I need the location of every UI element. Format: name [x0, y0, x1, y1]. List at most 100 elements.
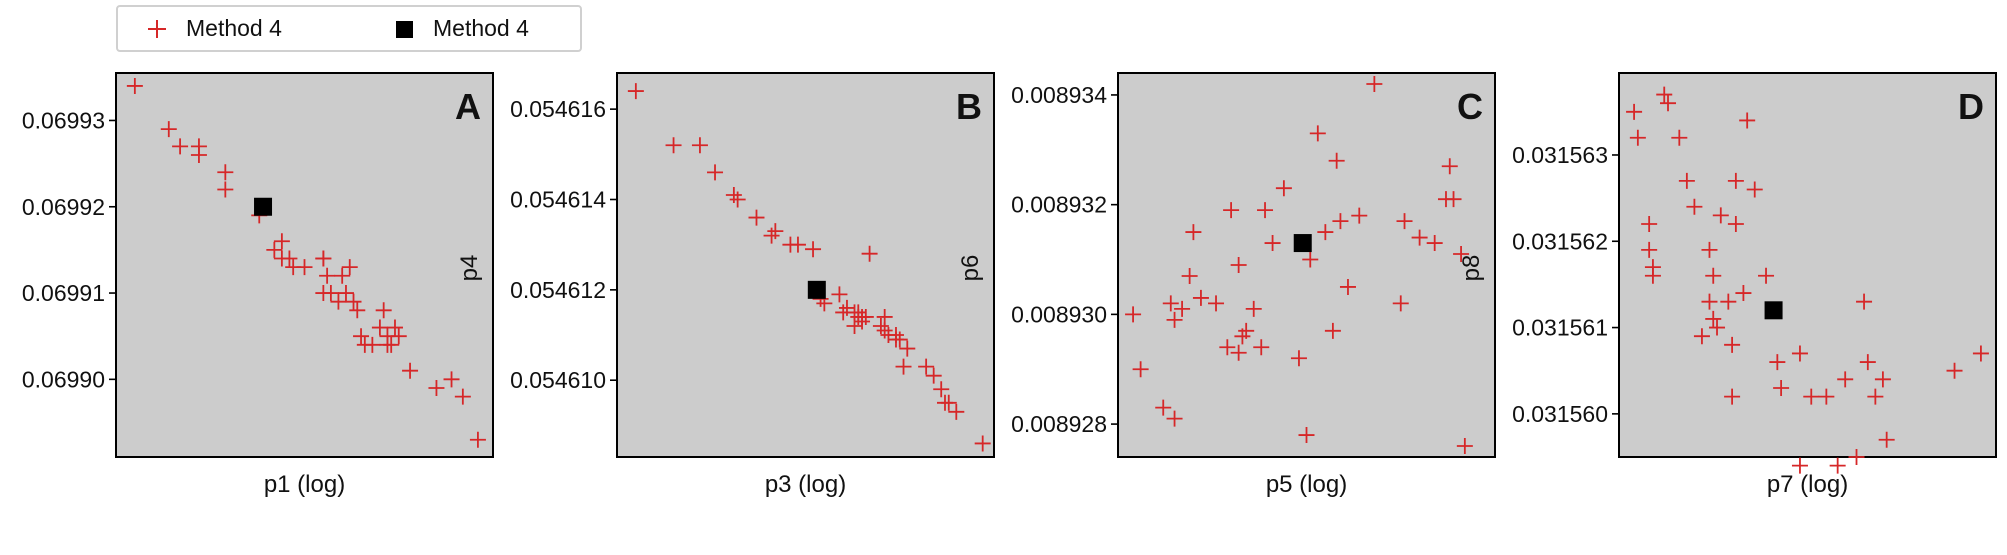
data-point — [1724, 388, 1741, 405]
data-point — [217, 164, 234, 181]
data-point — [1426, 235, 1443, 252]
reference-point — [1764, 301, 1783, 320]
data-point — [1859, 354, 1876, 371]
y-tick-label: 0.054610 — [510, 367, 606, 393]
data-point — [1644, 267, 1661, 284]
data-point — [375, 302, 392, 319]
legend: Method 4 Method 4 — [116, 5, 582, 52]
data-point — [887, 327, 904, 344]
data-point — [1166, 410, 1183, 427]
data-point — [1181, 267, 1198, 284]
y-tick-label: 0.031561 — [1512, 315, 1608, 341]
data-point — [1735, 285, 1752, 302]
data-point — [266, 241, 283, 258]
data-point — [1641, 216, 1658, 233]
data-point — [1125, 306, 1142, 323]
data-point — [1290, 350, 1307, 367]
data-point — [1309, 125, 1326, 142]
data-point — [1155, 399, 1172, 416]
panel-a: 0.06990 0.06991 0.06992 0.06993 Ap1 (log) — [22, 72, 494, 498]
data-point — [273, 250, 290, 267]
data-point — [1946, 362, 1963, 379]
data-point — [1705, 310, 1722, 327]
y-tick-label: 0.06990 — [22, 366, 105, 392]
data-point — [1678, 172, 1695, 189]
data-point — [707, 164, 724, 181]
data-point — [1298, 427, 1315, 444]
data-point — [1185, 224, 1202, 241]
panel-label: A — [455, 86, 481, 127]
data-point — [341, 259, 358, 276]
y-tick-label: 0.031560 — [1512, 401, 1608, 427]
reference-point — [254, 197, 273, 216]
data-point — [383, 336, 400, 353]
data-point — [1351, 207, 1368, 224]
plus-marker-icon — [146, 18, 168, 40]
data-point — [1671, 129, 1688, 146]
data-point — [1441, 158, 1458, 175]
data-point — [1867, 388, 1884, 405]
y-tick-label: 0.031562 — [1512, 228, 1608, 254]
y-tick-label: 0.008934 — [1011, 82, 1107, 108]
data-point — [1701, 293, 1718, 310]
legend-label: Method 4 — [433, 15, 529, 41]
data-point — [1324, 322, 1341, 339]
x-axis-label: p1 (log) — [264, 471, 345, 498]
legend-item-plus: Method 4 — [146, 7, 282, 50]
data-point — [1332, 213, 1349, 230]
legend-label: Method 4 — [186, 15, 282, 41]
data-point — [345, 293, 362, 310]
data-point — [918, 358, 935, 375]
data-point — [1396, 213, 1413, 230]
data-point — [1769, 354, 1786, 371]
data-point — [1746, 181, 1763, 198]
data-point — [1174, 300, 1191, 317]
data-point — [789, 236, 806, 253]
data-point — [402, 362, 419, 379]
panel-d: 0.031560 0.031561 0.031562 0.031563 Dp7 (log… — [1458, 72, 1997, 498]
y-tick-label: 0.06993 — [22, 107, 105, 133]
data-point — [1166, 311, 1183, 328]
legend-item-square: Method 4 — [393, 7, 529, 50]
data-point — [1656, 86, 1673, 103]
panel-label: B — [956, 86, 982, 127]
data-point — [1720, 293, 1737, 310]
y-tick-label: 0.008932 — [1011, 192, 1107, 218]
data-point — [1641, 241, 1658, 258]
data-point — [1972, 345, 1989, 362]
data-point — [895, 358, 912, 375]
data-point — [1874, 371, 1891, 388]
data-point — [1302, 251, 1319, 268]
data-point — [1245, 300, 1262, 317]
data-point — [1727, 216, 1744, 233]
data-point — [933, 381, 950, 398]
data-point — [172, 138, 189, 155]
data-point — [1856, 293, 1873, 310]
data-point — [748, 209, 765, 226]
data-point — [861, 245, 878, 262]
data-point — [899, 340, 916, 357]
data-point — [190, 146, 207, 163]
y-tick-label: 0.054612 — [510, 277, 606, 303]
data-point — [1317, 224, 1334, 241]
data-point — [1253, 339, 1270, 356]
data-point — [322, 285, 339, 302]
data-point — [1230, 344, 1247, 361]
data-point — [1791, 457, 1808, 474]
data-point — [217, 181, 234, 198]
data-point — [1803, 388, 1820, 405]
x-axis-label: p3 (log) — [765, 471, 846, 498]
y-tick-label: 0.008930 — [1011, 301, 1107, 327]
data-point — [1257, 202, 1274, 219]
data-point — [925, 367, 942, 384]
data-point — [1162, 295, 1179, 312]
data-point — [1264, 235, 1281, 252]
data-point — [1712, 207, 1729, 224]
data-point — [1660, 95, 1677, 112]
data-point — [876, 308, 893, 325]
reference-point — [807, 280, 826, 299]
data-point — [876, 322, 893, 339]
data-point — [330, 293, 347, 310]
y-axis-label: p4 — [456, 255, 483, 282]
